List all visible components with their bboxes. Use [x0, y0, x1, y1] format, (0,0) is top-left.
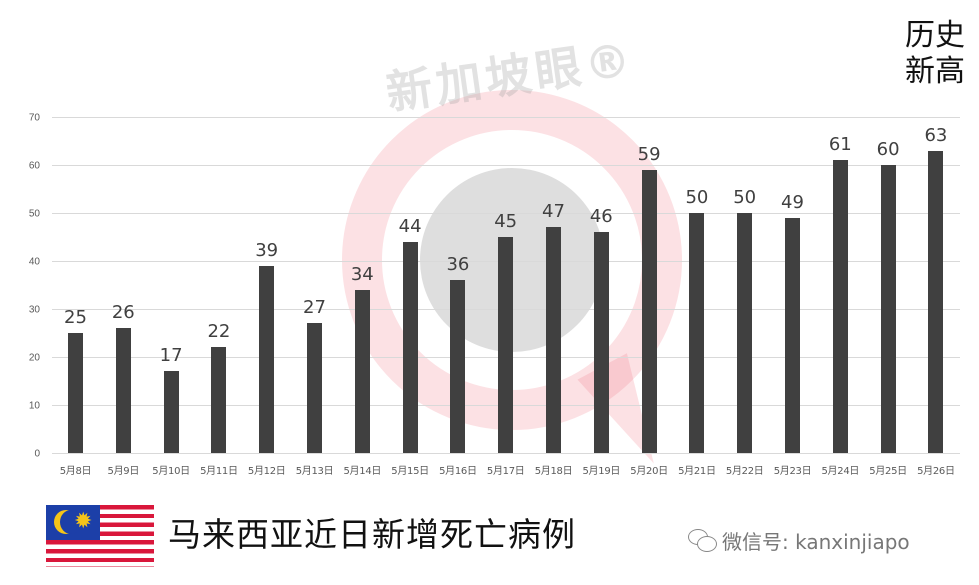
- record-high-annotation: 历史 新高: [885, 18, 965, 90]
- y-tick-label: 0: [34, 448, 40, 460]
- bar: [928, 150, 944, 453]
- bar-value-label: 44: [398, 215, 422, 237]
- malaysia-flag-icon: ✹: [46, 505, 154, 567]
- bar-value-label: 22: [207, 321, 231, 343]
- y-tick-label: 50: [28, 208, 40, 220]
- bar-value-label: 47: [542, 201, 565, 223]
- bar: [307, 323, 322, 453]
- bar-value-label: 63: [924, 124, 948, 146]
- bar-value-label: 46: [589, 206, 613, 228]
- y-tick-label: 20: [28, 352, 40, 364]
- chart-title: 马来西亚近日新增死亡病例: [168, 515, 576, 554]
- x-tick-label: 5月20日: [630, 466, 668, 477]
- x-tick-label: 5月14日: [343, 466, 382, 477]
- wechat-icon: [688, 528, 717, 553]
- x-tick-label: 5月24日: [821, 466, 860, 477]
- bar: [641, 169, 657, 453]
- bar: [354, 289, 370, 453]
- gridline: [52, 453, 960, 454]
- x-tick-label: 5月25日: [869, 466, 907, 477]
- bar-value-label: 27: [303, 297, 326, 319]
- bar: [832, 160, 848, 453]
- bar: [880, 165, 896, 453]
- bar-value-label: 59: [637, 143, 661, 165]
- gridline: [52, 117, 960, 118]
- bar: [546, 227, 561, 453]
- bar-value-label: 49: [781, 191, 804, 213]
- star-icon: ✹: [74, 509, 93, 534]
- gridline: [52, 213, 960, 214]
- y-tick-label: 10: [28, 400, 40, 412]
- bar-value-label: 61: [828, 134, 852, 156]
- bar-value-label: 60: [876, 139, 900, 160]
- wechat-id: 微信号: kanxinjiapo: [722, 530, 910, 554]
- watermark-tail: [577, 353, 679, 477]
- gridline: [52, 165, 960, 166]
- wechat-credit: 微信号: kanxinjiapo: [688, 526, 910, 555]
- bar-value-label: 45: [494, 211, 518, 232]
- bar: [498, 237, 514, 453]
- x-tick-label: 5月10日: [152, 466, 190, 477]
- bar-value-label: 50: [733, 187, 757, 208]
- annotation-line-2: 新高: [905, 54, 965, 89]
- x-tick-label: 5月15日: [391, 466, 429, 477]
- bar: [689, 213, 705, 453]
- bubble-front: [697, 535, 717, 552]
- y-tick-label: 40: [28, 256, 40, 268]
- bar: [737, 213, 753, 453]
- bar: [259, 265, 275, 453]
- x-tick-label: 5月13日: [295, 466, 334, 477]
- watermark-text: 新加坡眼®: [382, 31, 638, 121]
- x-tick-label: 5月11日: [200, 466, 238, 477]
- bar-value-label: 26: [111, 302, 135, 324]
- bar: [115, 328, 131, 453]
- bar: [402, 241, 418, 453]
- bar: [785, 217, 800, 453]
- y-tick-label: 70: [28, 112, 40, 124]
- bar-value-label: 34: [350, 263, 374, 285]
- x-tick-label: 5月26日: [917, 466, 955, 477]
- crescent-cut: [60, 510, 82, 534]
- x-tick-label: 5月9日: [107, 466, 140, 477]
- x-tick-label: 5月16日: [439, 466, 477, 477]
- x-tick-label: 5月18日: [534, 466, 573, 477]
- bar: [450, 280, 466, 453]
- bar-value-label: 36: [446, 254, 470, 276]
- x-tick-label: 5月22日: [725, 466, 764, 477]
- y-tick-label: 30: [28, 304, 40, 316]
- bar-value-label: 50: [685, 187, 709, 208]
- bar-value-label: 39: [255, 239, 279, 261]
- annotation-line-1: 历史: [905, 18, 965, 53]
- x-tick-label: 5月12日: [247, 466, 286, 477]
- bar-value-label: 25: [64, 307, 87, 328]
- bar: [163, 371, 179, 453]
- y-tick-label: 60: [28, 160, 40, 172]
- x-tick-label: 5月8日: [59, 466, 92, 477]
- bar: [593, 232, 609, 453]
- x-tick-label: 5月21日: [678, 466, 716, 477]
- x-tick-label: 5月23日: [773, 466, 812, 477]
- bar: [68, 333, 83, 453]
- bar: [211, 347, 227, 453]
- bar-value-label: 17: [159, 345, 183, 367]
- x-tick-label: 5月17日: [486, 466, 525, 477]
- flag-canton: ✹: [46, 505, 100, 540]
- x-tick-label: 5月19日: [582, 466, 621, 477]
